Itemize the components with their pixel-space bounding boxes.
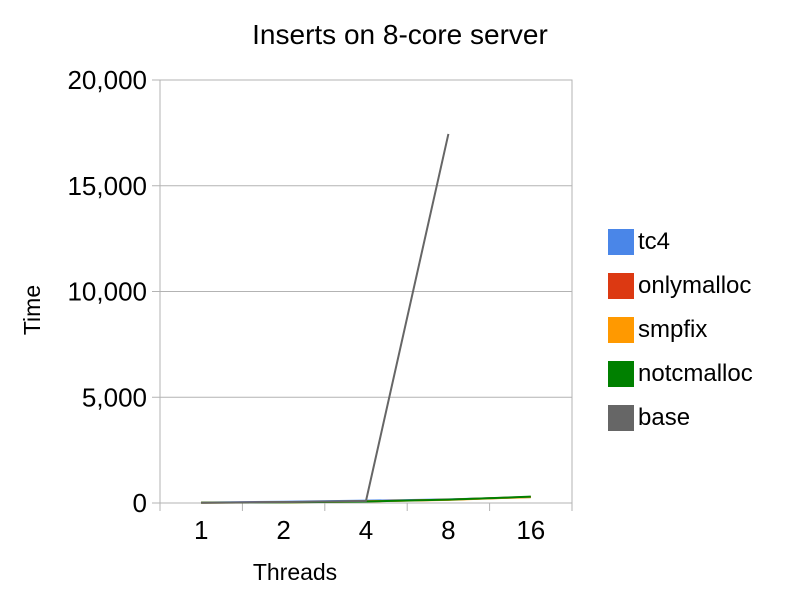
legend-item-base: base [608,396,753,440]
x-tick-label: 4 [359,515,373,545]
legend-swatch [608,229,634,255]
legend: tc4 onlymalloc smpfix notcmalloc base [608,220,753,440]
legend-label: onlymalloc [638,272,752,299]
legend-label: notcmalloc [638,360,753,387]
legend-swatch [608,361,634,387]
legend-label: tc4 [638,228,671,255]
series-line-base [201,133,450,504]
legend-item-notcmalloc: notcmalloc [608,352,753,396]
y-tick-label: 5,000 [82,382,147,412]
legend-item-smpfix: smpfix [608,308,753,352]
y-tick-label: 10,000 [67,277,147,307]
legend-label: smpfix [638,316,708,343]
x-tick-label: 1 [194,515,208,545]
chart-title: Inserts on 8-core server [252,19,548,50]
y-axis-label: Time [19,285,45,335]
x-axis-label: Threads [253,559,337,585]
legend-swatch [608,273,634,299]
x-tick-label: 8 [441,515,455,545]
x-tick-label: 16 [516,515,545,545]
legend-item-onlymalloc: onlymalloc [608,264,753,308]
x-tick-label: 2 [276,515,290,545]
legend-swatch [608,405,634,431]
legend-item-tc4: tc4 [608,220,753,264]
legend-swatch [608,317,634,343]
y-tick-label: 0 [133,488,147,518]
y-tick-label: 20,000 [67,65,147,95]
y-tick-label: 15,000 [67,171,147,201]
legend-label: base [638,404,691,431]
